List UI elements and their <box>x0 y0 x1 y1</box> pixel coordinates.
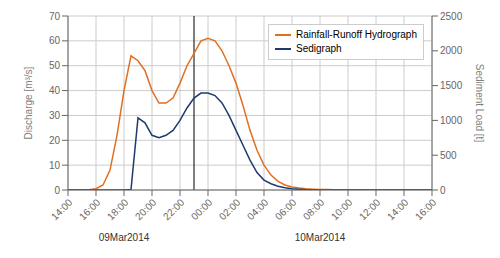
svg-text:10:00: 10:00 <box>329 196 355 222</box>
svg-text:00:00: 00:00 <box>189 196 215 222</box>
svg-text:20: 20 <box>49 135 61 146</box>
svg-text:0: 0 <box>440 185 446 196</box>
svg-text:04:00: 04:00 <box>245 196 271 222</box>
svg-text:14:00: 14:00 <box>49 196 75 222</box>
svg-text:1000: 1000 <box>440 115 463 126</box>
svg-text:14:00: 14:00 <box>385 196 411 222</box>
html-text:Rainfall-Runoff Hydrograph: Rainfall-Runoff Hydrograph <box>296 29 417 40</box>
svg-text:02:00: 02:00 <box>217 196 243 222</box>
svg-text:50: 50 <box>49 60 61 71</box>
svg-text:70: 70 <box>49 11 61 22</box>
html-text:Sedigraph: Sedigraph <box>296 43 342 54</box>
svg-text:2000: 2000 <box>440 45 463 56</box>
svg-text:20:00: 20:00 <box>133 196 159 222</box>
svg-text:06:00: 06:00 <box>273 196 299 222</box>
svg-text:1500: 1500 <box>440 80 463 91</box>
svg-text:16:00: 16:00 <box>77 196 103 222</box>
svg-text:0: 0 <box>54 185 60 196</box>
svg-text:30: 30 <box>49 110 61 121</box>
svg-text:16:00: 16:00 <box>413 196 439 222</box>
svg-text:08:00: 08:00 <box>301 196 327 222</box>
svg-text:60: 60 <box>49 35 61 46</box>
svg-text:2500: 2500 <box>440 11 463 22</box>
svg-text:40: 40 <box>49 85 61 96</box>
svg-text:10: 10 <box>49 160 61 171</box>
svg-text:Discharge [m³/s]: Discharge [m³/s] <box>23 66 34 139</box>
svg-text:22:00: 22:00 <box>161 196 187 222</box>
svg-text:10Mar2014: 10Mar2014 <box>295 232 346 243</box>
svg-text:09Mar2014: 09Mar2014 <box>99 232 150 243</box>
svg-text:Sediment Load [t]: Sediment Load [t] <box>474 64 485 143</box>
svg-text:12:00: 12:00 <box>357 196 383 222</box>
svg-text:500: 500 <box>440 150 457 161</box>
svg-text:18:00: 18:00 <box>105 196 131 222</box>
